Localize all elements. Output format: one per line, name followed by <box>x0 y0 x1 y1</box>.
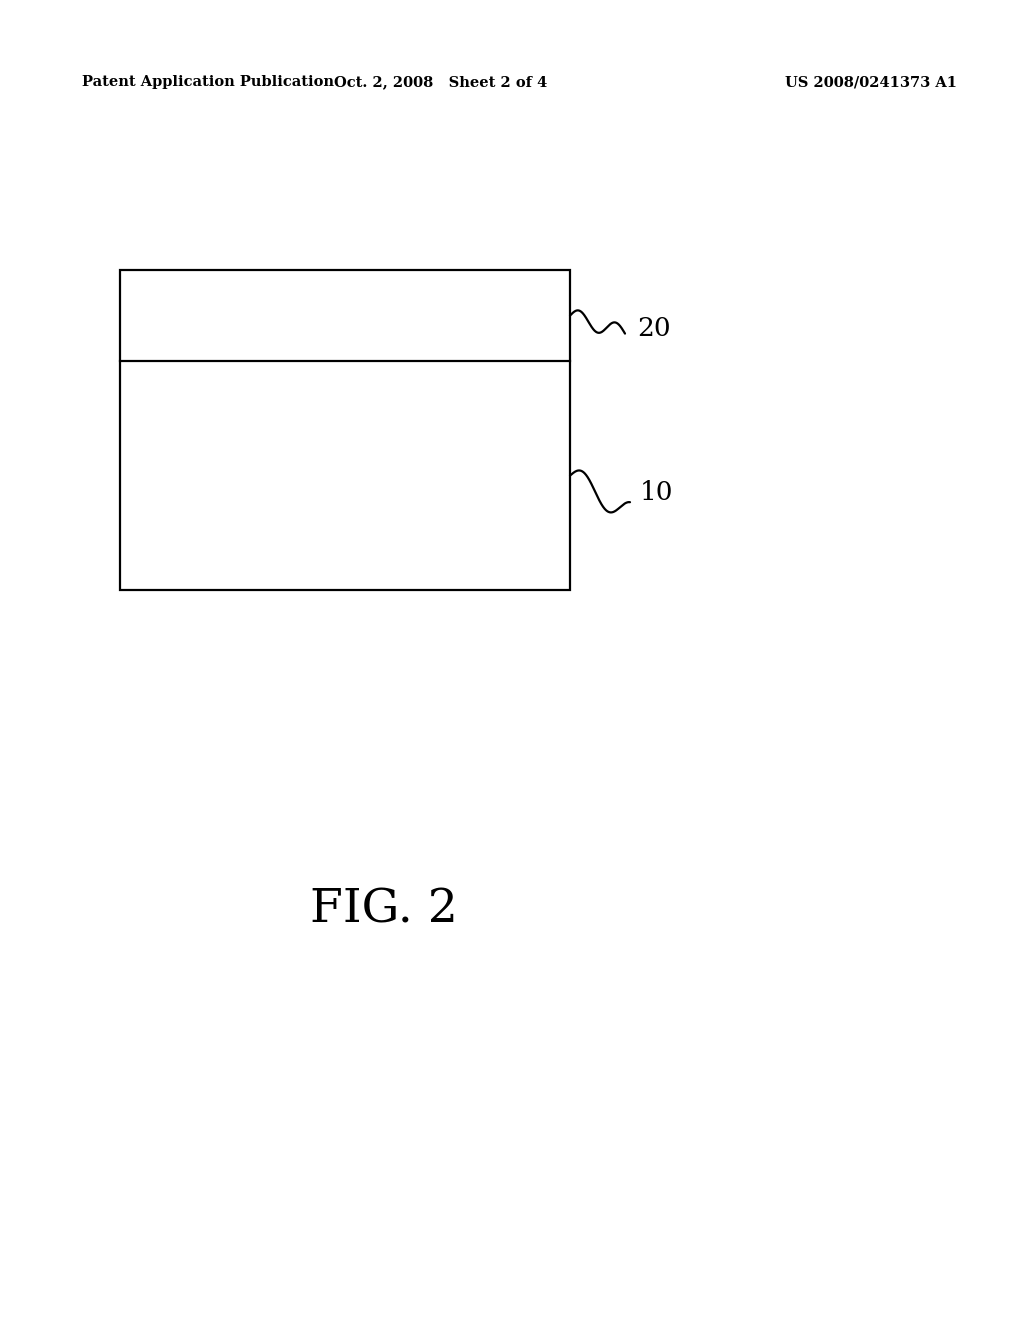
Text: FIG. 2: FIG. 2 <box>310 887 458 933</box>
Text: Patent Application Publication: Patent Application Publication <box>82 75 334 88</box>
Text: Oct. 2, 2008   Sheet 2 of 4: Oct. 2, 2008 Sheet 2 of 4 <box>334 75 547 88</box>
Text: 20: 20 <box>637 315 671 341</box>
Text: US 2008/0241373 A1: US 2008/0241373 A1 <box>785 75 957 88</box>
Bar <box>120 271 570 590</box>
Text: 10: 10 <box>640 479 674 504</box>
